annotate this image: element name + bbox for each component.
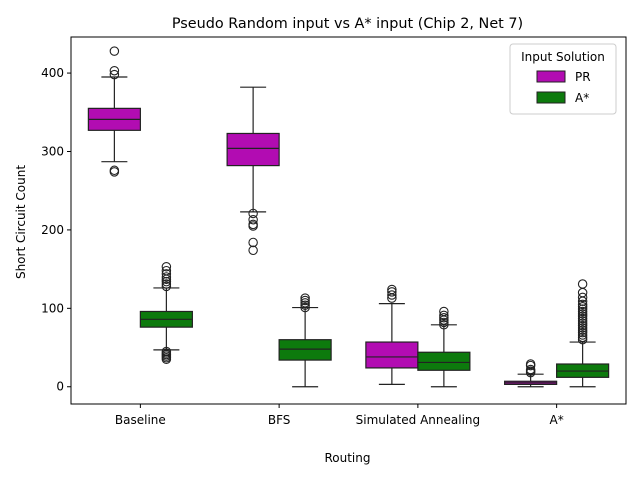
outlier-point [439,310,449,321]
outlier-point [577,318,588,328]
outlier-point [161,279,172,289]
outlier-point [161,265,172,276]
outlier-point [248,237,258,248]
legend-label: A* [575,91,589,105]
outlier-point [577,320,588,331]
outlier-point [577,306,588,317]
outlier-point [248,214,258,225]
outlier-point [109,65,120,76]
box-iqr [417,351,471,371]
plot-area [87,46,610,388]
outlier-point [577,325,588,336]
outlier-point [577,299,588,310]
outlier-point [300,298,310,308]
y-tick-label: 400 [41,66,64,80]
outlier-point [109,69,120,80]
outlier-point [577,292,588,303]
outlier-point [577,332,588,343]
y-tick-label: 300 [41,144,64,158]
outlier-point [439,317,449,328]
box-iqr [278,339,332,361]
outlier-point [248,208,258,219]
outlier-point [387,287,397,297]
outlier-point [577,327,588,338]
outlier-point [300,295,310,306]
y-tick-label: 200 [41,223,64,237]
chart-title: Pseudo Random input vs A* input (Chip 2,… [172,16,523,32]
outlier-point [161,346,172,357]
outlier-point [387,284,397,295]
outlier-point [525,359,536,369]
box-group-pr [504,359,558,388]
x-tick-label: A* [550,413,564,427]
box-group-astar [417,306,471,388]
box-group-pr [226,86,280,256]
y-tick-label: 0 [56,380,64,394]
outlier-point [577,313,588,324]
box-group-astar [278,293,332,388]
outlier-point [161,262,172,272]
outlier-point [300,300,310,310]
outlier-point [577,311,588,321]
x-axis-label: Routing [324,451,370,465]
y-tick-label: 100 [41,301,64,315]
outlier-point [439,320,449,330]
outlier-point [577,309,588,319]
outlier-point [439,306,449,317]
outlier-point [300,293,310,303]
box-group-astar [139,262,193,365]
outlier-point [525,364,536,375]
outlier-point [161,276,172,287]
outlier-point [577,302,588,312]
legend-title: Input Solution [521,50,605,64]
axes: 0 100 200 300 400 Baseline BFS Simulated Anneal… [41,36,627,427]
box-group-pr [365,284,419,385]
outlier-point [248,219,258,230]
box-iqr [365,341,419,369]
box-group-astar [556,279,610,388]
outlier-point [248,245,258,256]
outlier-point [161,272,172,282]
legend: Input Solution PR A* [509,43,617,115]
x-tick-label: Baseline [115,413,166,427]
legend-swatch [536,91,566,104]
x-tick-label: Simulated Annealing [356,413,481,427]
outlier-point [577,304,588,314]
legend-label: PR [575,70,591,84]
outlier-point [577,316,588,326]
outlier-point [109,165,120,176]
outlier-point [577,334,588,345]
box-group-pr [87,46,141,177]
y-axis-label: Short Circuit Count [14,165,28,279]
outlier-point [577,330,588,340]
outlier-point [387,290,397,300]
outlier-point [300,302,310,313]
x-tick-label: BFS [268,413,291,427]
outlier-point [439,312,449,323]
legend-swatch [536,70,566,83]
axes-frame [70,36,627,405]
outlier-point [577,323,588,333]
outlier-point [161,281,172,292]
outlier-point [577,279,588,289]
outlier-point [161,269,172,279]
outlier-point [109,46,120,56]
box-iqr [226,132,280,167]
